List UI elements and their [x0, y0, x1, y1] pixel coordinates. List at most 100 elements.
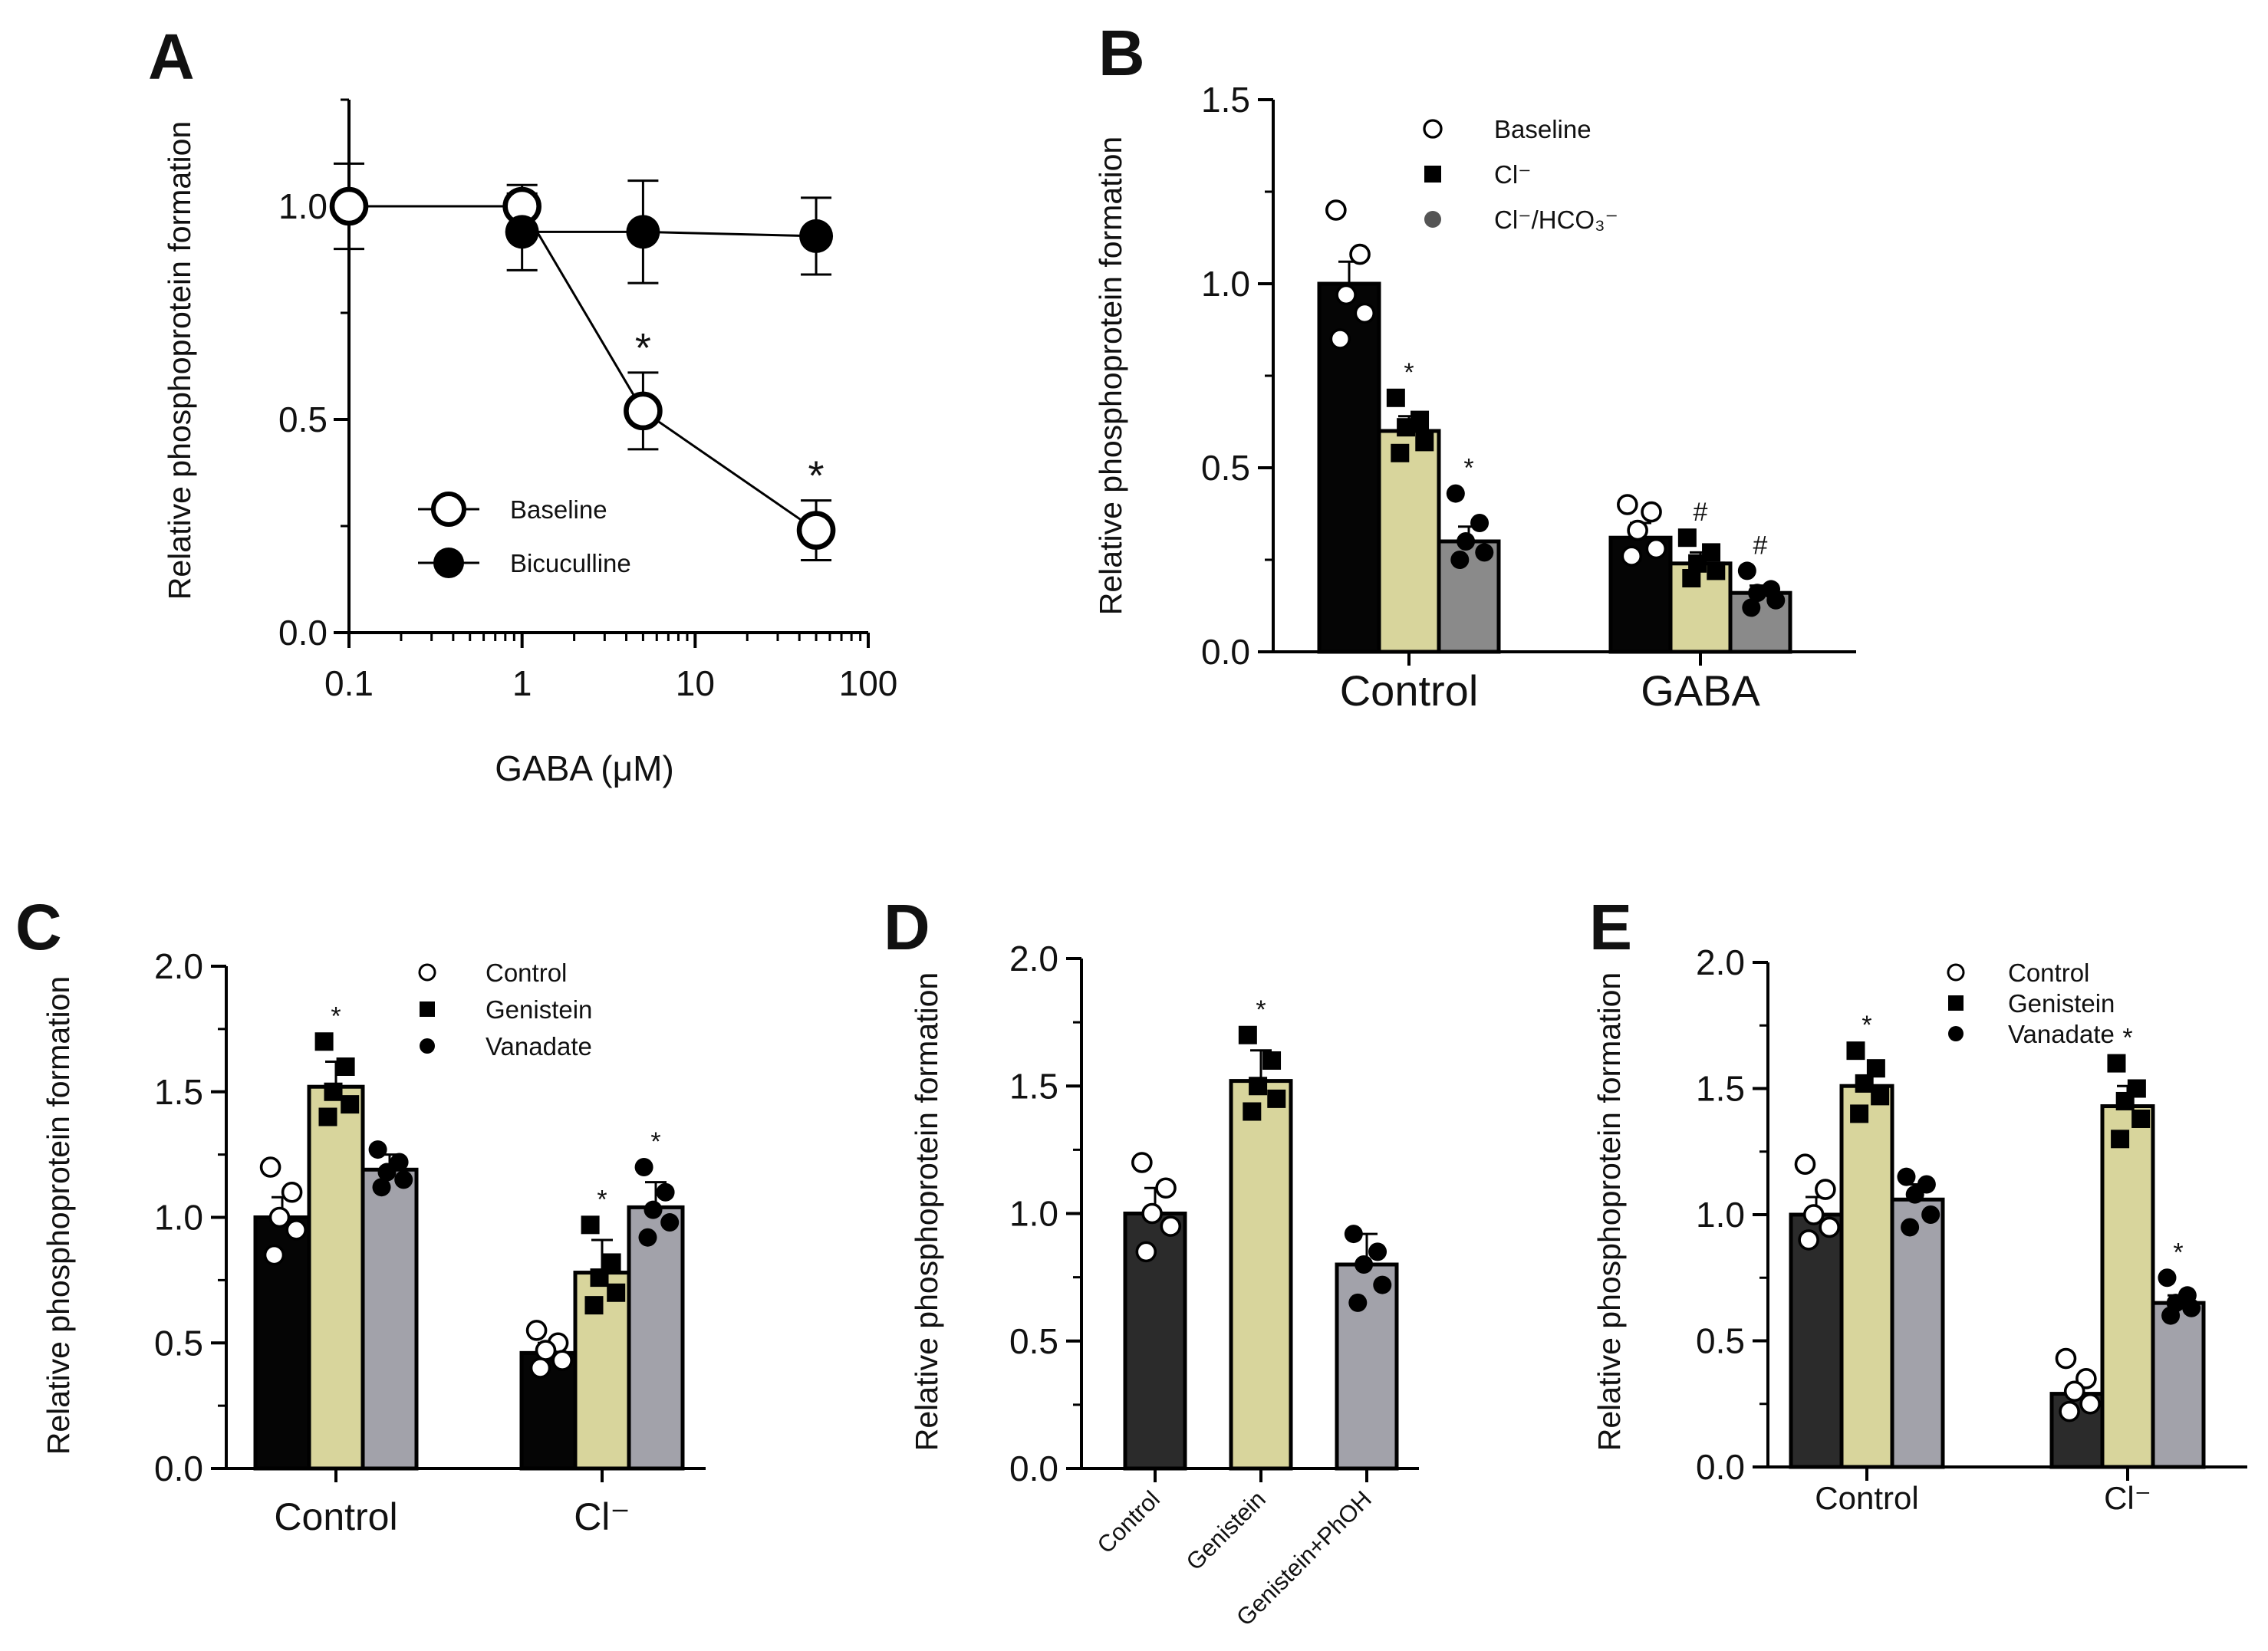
panel-e-data-point — [2111, 1130, 2130, 1149]
panel-c-data-point — [336, 1057, 355, 1076]
panel-b-legend-marker — [1424, 211, 1441, 228]
panel-c-data-point — [656, 1182, 675, 1202]
panel-d-data-point — [1243, 1102, 1262, 1121]
panel-d-data-point — [1238, 1025, 1257, 1044]
panel-a-xtick-label: 10 — [676, 663, 715, 703]
panel-e-data-point — [1819, 1216, 1840, 1238]
panel-c-significance: * — [597, 1185, 607, 1214]
panel-b-data-point — [1645, 538, 1667, 560]
panel-c-data-point — [634, 1158, 653, 1176]
panel-c-data-point — [368, 1140, 387, 1159]
panel-e-data-point — [2182, 1298, 2201, 1317]
panel-d-data-point — [1249, 1077, 1268, 1096]
panel-c-significance: * — [331, 1001, 341, 1031]
panel-b-data-point — [1742, 598, 1761, 617]
panel-d-data-point — [1344, 1225, 1363, 1244]
panel-d-data-point — [1141, 1202, 1163, 1225]
panel-c-data-point — [372, 1178, 391, 1197]
panel-d-category-label: Genistein — [1181, 1485, 1271, 1575]
panel-e-data-point — [2055, 1347, 2077, 1370]
panel-b-legend-label: Baseline — [1494, 115, 1592, 143]
panel-c-ylabel: Relative phosphoprotein formation — [41, 976, 76, 1455]
panel-c-legend-label: Control — [486, 959, 567, 987]
panel-c-data-point — [581, 1215, 600, 1235]
panel-e-data-point — [2063, 1380, 2085, 1403]
panel-c-data-point — [551, 1350, 574, 1371]
panel-a-xtick-label: 1 — [512, 663, 532, 703]
panel-d-label: D — [884, 891, 930, 963]
panel-e-data-point — [1798, 1229, 1819, 1251]
panel-b-significance: # — [1694, 498, 1708, 527]
panel-d-data-point — [1348, 1293, 1368, 1312]
panel-c-ytick-label: 2.0 — [154, 946, 203, 986]
panel-e-legend-marker — [1948, 995, 1964, 1011]
panel-b-significance: * — [1404, 358, 1414, 387]
panel-c-data-point — [377, 1163, 397, 1182]
panel-e-data-point — [1794, 1153, 1816, 1175]
panel-e-category-label: Control — [1815, 1480, 1918, 1516]
panel-d-ytick-label: 0.0 — [1009, 1449, 1058, 1488]
panel-e-data-point — [2059, 1400, 2080, 1422]
panel-e-bar — [1890, 1197, 1945, 1469]
panel-e-data-point — [1855, 1074, 1874, 1093]
panel-c-data-point — [394, 1170, 413, 1189]
panel-e-legend-label: Control — [2008, 959, 2089, 987]
panel-e-significance: * — [1861, 1011, 1871, 1040]
panel-e-legend-label: Vanadate — [2008, 1020, 2115, 1048]
panel-e-data-point — [1901, 1218, 1920, 1237]
panel-b-label: B — [1098, 17, 1145, 89]
panel-b-ytick-label: 1.5 — [1201, 80, 1250, 120]
panel-c-data-point — [390, 1153, 409, 1172]
panel-e-data-point — [1871, 1087, 1890, 1106]
panel-d-data-point — [1368, 1242, 1387, 1261]
panel-a-label: A — [148, 21, 195, 93]
panel-d-ytick-label: 1.5 — [1009, 1066, 1058, 1106]
panel-e-label: E — [1589, 891, 1632, 963]
panel-b-data-point — [1470, 514, 1490, 532]
panel-c-data-point — [584, 1296, 604, 1315]
panel-a-ylabel: Relative phosphoprotein formation — [162, 121, 197, 600]
panel-b-data-point — [1335, 284, 1357, 306]
panel-c-data-point — [268, 1206, 291, 1228]
panel-b-bar — [1377, 429, 1441, 654]
panel-e-data-point — [1815, 1179, 1836, 1200]
panel-b-data-point — [1475, 543, 1494, 562]
panel-e-significance: * — [2122, 1024, 2132, 1053]
panel-c-data-point — [535, 1340, 557, 1361]
panel-a-ytick-label: 0.0 — [278, 613, 328, 653]
panel-c-data-point — [281, 1181, 303, 1203]
panel-a-data-point — [329, 186, 369, 226]
panel-a-line-baseline — [349, 205, 817, 531]
panel-d-data-point — [1355, 1255, 1374, 1274]
panel-b-significance: * — [1463, 454, 1473, 483]
panel-e-data-point — [1846, 1041, 1865, 1061]
panel-b-data-point — [1354, 302, 1376, 324]
panel-c-legend-label: Vanadate — [486, 1032, 592, 1061]
panel-e-data-point — [2131, 1109, 2151, 1128]
panel-b-category-label: GABA — [1641, 666, 1760, 715]
panel-a-ytick-label: 0.5 — [278, 400, 328, 439]
panel-e-data-point — [1802, 1204, 1825, 1225]
panel-a-data-point — [799, 219, 834, 253]
panel-a-data-point — [624, 391, 663, 431]
panel-c-bar — [307, 1084, 365, 1471]
panel-b-ytick-label: 0.5 — [1201, 448, 1250, 488]
panel-b-data-point — [1325, 199, 1347, 221]
panel-b-ylabel: Relative phosphoprotein formation — [1093, 136, 1128, 616]
panel-e-data-point — [2107, 1054, 2126, 1073]
panel-c-ytick-label: 1.5 — [154, 1072, 203, 1112]
panel-b-data-point — [1707, 561, 1726, 580]
panel-d-data-point — [1160, 1215, 1182, 1237]
panel-b-data-point — [1617, 494, 1638, 515]
panel-c-bar — [627, 1205, 685, 1471]
panel-b-ytick-label: 1.0 — [1201, 264, 1250, 304]
panel-c-category-label: Cl⁻ — [574, 1495, 630, 1538]
panel-b-category-label: Control — [1340, 666, 1479, 715]
panel-a-legend-marker — [433, 548, 464, 578]
panel-e-ytick-label: 1.0 — [1696, 1195, 1745, 1235]
panel-e-data-point — [2161, 1306, 2181, 1325]
panel-d-ytick-label: 1.0 — [1009, 1194, 1058, 1234]
panel-c-legend-marker — [418, 963, 436, 982]
panel-e-data-point — [1897, 1167, 1916, 1186]
panel-a-data-point — [505, 215, 539, 249]
